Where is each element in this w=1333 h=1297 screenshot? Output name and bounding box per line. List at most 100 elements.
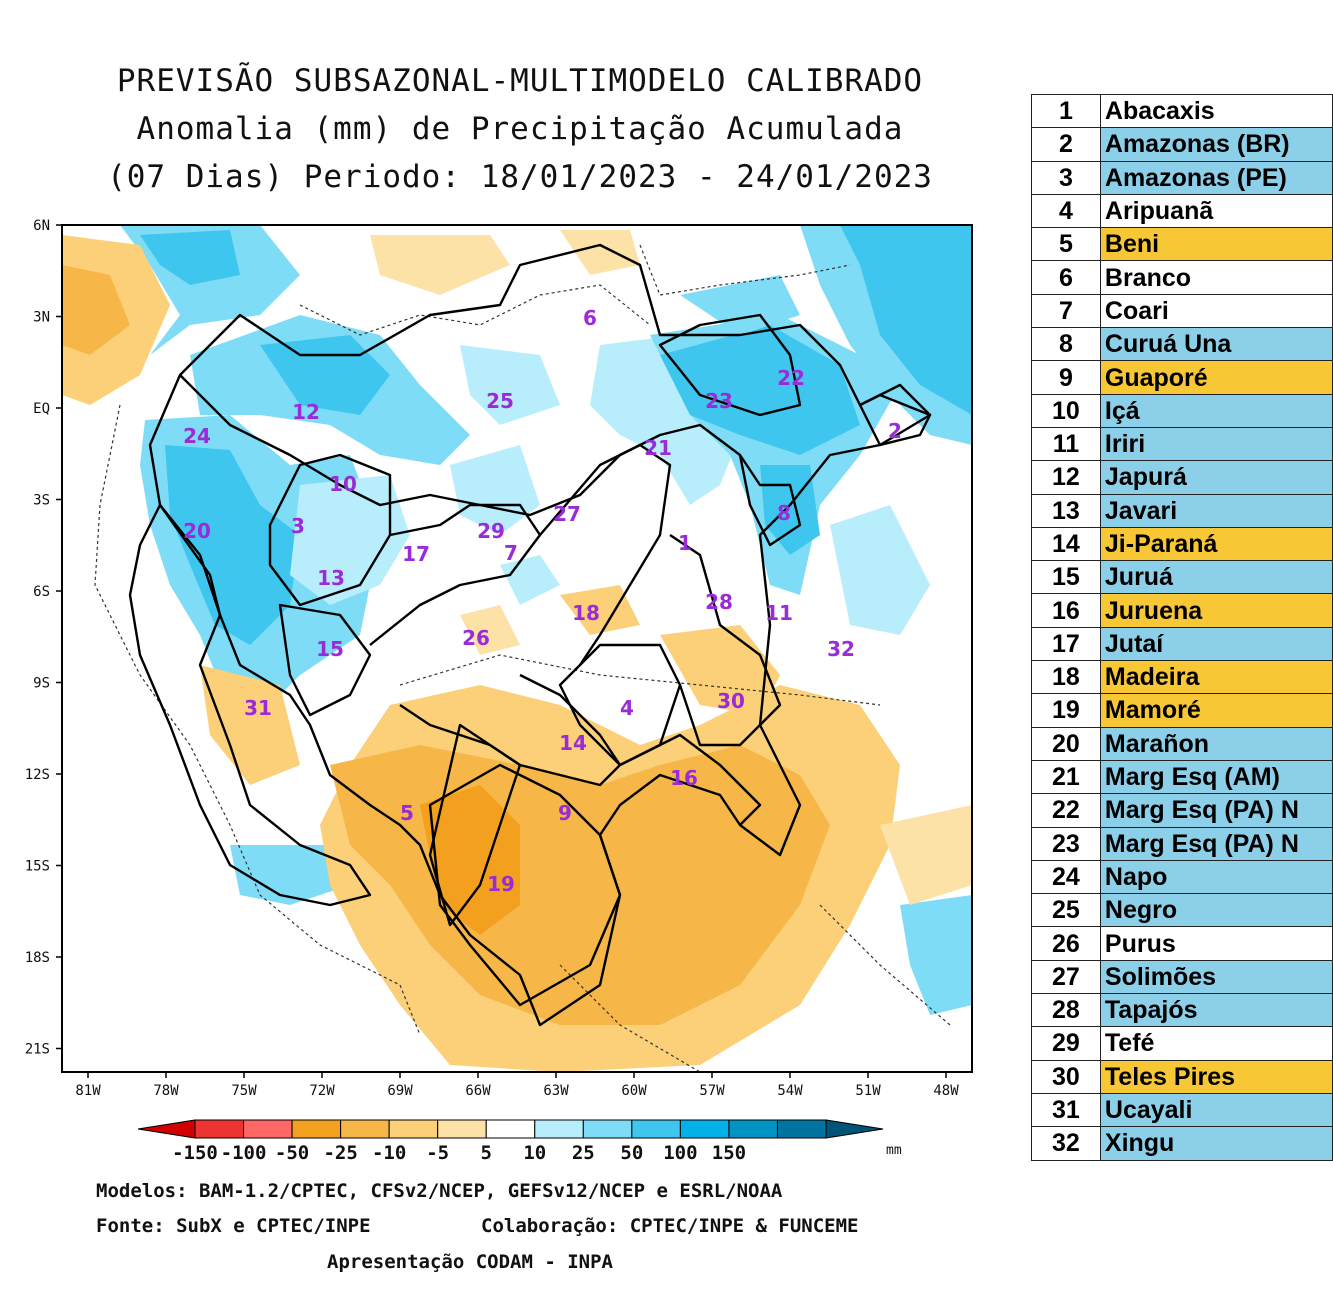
basin-label-5: 5 [400,801,414,825]
legend-row: 22 Marg Esq (PA) N [1031,793,1333,828]
basin-label-20: 20 [183,519,211,543]
basin-label-10: 10 [329,472,357,496]
legend-row: 1 Abacaxis [1031,93,1333,129]
colorbar: -150 -100 -50 -25 -10 -5 5 10 25 50 100 150 mm [137,1119,902,1164]
legend-row: 24 Napo [1031,859,1333,895]
lat-label: 9S [33,676,50,692]
basin-legend-table: 1 Abacaxis 2 Amazonas (BR) 3 Amazonas (PE) 4 Ar… [1031,93,1333,1161]
legend-basin-name: Mamoré [1099,693,1333,728]
legend-basin-number: 1 [1031,93,1101,129]
colorbar-label: -10 [372,1142,406,1164]
basin-label-14: 14 [559,731,587,755]
legend-basin-name: Tefé [1099,1026,1333,1061]
legend-basin-name: Napo [1099,859,1333,895]
lon-label: 51W [855,1083,881,1099]
legend-row: 19 Mamoré [1031,693,1333,728]
lat-label: 15S [25,859,50,875]
colorbar-label: 25 [572,1142,595,1164]
legend-row: 5 Beni [1031,227,1333,262]
basin-label-3: 3 [291,514,305,538]
legend-basin-number: 19 [1031,693,1101,728]
legend-basin-number: 17 [1031,626,1101,662]
legend-row: 23 Marg Esq (PA) N [1031,826,1333,861]
legend-row: 29 Tefé [1031,1026,1333,1061]
lon-label: 69W [387,1083,413,1099]
legend-basin-name: Jutaí [1099,626,1333,662]
latitude-axis: 6N 3N EQ 3S 6S 9S 12S 15S 18S 21S [25,218,62,1058]
basin-label-28: 28 [705,590,733,614]
legend-basin-number: 20 [1031,726,1101,761]
lat-label: 18S [25,950,50,966]
legend-basin-name: Marg Esq (AM) [1099,759,1333,795]
basin-label-21: 21 [644,436,672,460]
basin-label-13: 13 [317,566,345,590]
colorbar-segment [437,1119,487,1139]
lon-label: 54W [777,1083,803,1099]
colorbar-label: -100 [221,1142,267,1164]
colorbar-label: 150 [712,1142,746,1164]
colorbar-unit: mm [886,1143,902,1158]
basin-outlines [128,243,932,1027]
legend-basin-number: 9 [1031,360,1101,395]
legend-basin-number: 7 [1031,293,1101,329]
legend-row: 7 Coari [1031,293,1333,329]
legend-row: 3 Amazonas (PE) [1031,160,1333,195]
colorbar-label: 5 [481,1142,492,1164]
legend-basin-number: 26 [1031,926,1101,961]
legend-basin-name: Japurá [1099,460,1333,495]
colorbar-segment [243,1119,293,1139]
legend-row: 13 Javari [1031,493,1333,528]
lat-label: 3N [33,310,50,326]
basin-label-16: 16 [670,766,698,790]
basin-label-31: 31 [244,696,272,720]
basin-label-18: 18 [572,601,600,625]
colorbar-end-high [825,1119,884,1139]
colorbar-segment [728,1119,778,1139]
legend-basin-name: Içá [1099,393,1333,428]
colorbar-label: 10 [523,1142,546,1164]
legend-basin-name: Marg Esq (PA) N [1099,793,1333,828]
map-title-line-3: (07 Dias) Periodo: 18/01/2023 - 24/01/20… [107,159,933,195]
basin-number-labels: 1 2 3 4 5 6 7 8 9 10 11 12 13 14 15 16 1… [183,306,902,896]
basin-label-12: 12 [292,400,320,424]
legend-basin-name: Juruá [1099,560,1333,595]
colorbar-segment [194,1119,245,1139]
legend-row: 21 Marg Esq (AM) [1031,759,1333,795]
legend-basin-number: 15 [1031,560,1101,595]
lon-label: 81W [75,1083,101,1099]
legend-basin-name: Tapajós [1099,993,1333,1028]
legend-row: 12 Japurá [1031,460,1333,495]
legend-basin-number: 30 [1031,1059,1101,1094]
longitude-axis: 81W 78W 75W 72W 69W 66W 63W 60W 57W 54W 51W 48W [75,1072,959,1099]
legend-basin-number: 2 [1031,127,1101,162]
basin-label-4: 4 [620,696,634,720]
basin-label-29: 29 [477,519,505,543]
legend-basin-number: 14 [1031,526,1101,562]
legend-row: 30 Teles Pires [1031,1059,1333,1094]
legend-row: 17 Jutaí [1031,626,1333,662]
footer-presentation: Apresentação CODAM - INPA [327,1251,613,1273]
colorbar-label: 100 [663,1142,697,1164]
legend-basin-name: Aripuanã [1099,193,1333,229]
legend-basin-name: Xingu [1099,1126,1333,1161]
legend-row: 2 Amazonas (BR) [1031,127,1333,162]
legend-basin-name: Amazonas (BR) [1099,127,1333,162]
colorbar-label: -50 [275,1142,309,1164]
legend-row: 20 Marañon [1031,726,1333,761]
basin-label-6: 6 [583,306,597,330]
legend-row: 18 Madeira [1031,660,1333,695]
footer-source: Fonte: SubX e CPTEC/INPE [96,1215,371,1237]
legend-row: 31 Ucayali [1031,1092,1333,1128]
anomaly-field [62,225,972,1072]
legend-basin-name: Solimões [1099,959,1333,995]
legend-basin-name: Ucayali [1099,1092,1333,1128]
legend-row: 26 Purus [1031,926,1333,961]
basin-label-27: 27 [553,502,581,526]
legend-row: 4 Aripuanã [1031,193,1333,229]
legend-basin-name: Beni [1099,227,1333,262]
legend-basin-name: Ji-Paraná [1099,526,1333,562]
colorbar-segment [485,1119,536,1139]
legend-basin-number: 27 [1031,959,1101,995]
footer-models: Modelos: BAM-1.2/CPTEC, CFSv2/NCEP, GEFS… [96,1180,783,1202]
legend-basin-number: 4 [1031,193,1101,229]
